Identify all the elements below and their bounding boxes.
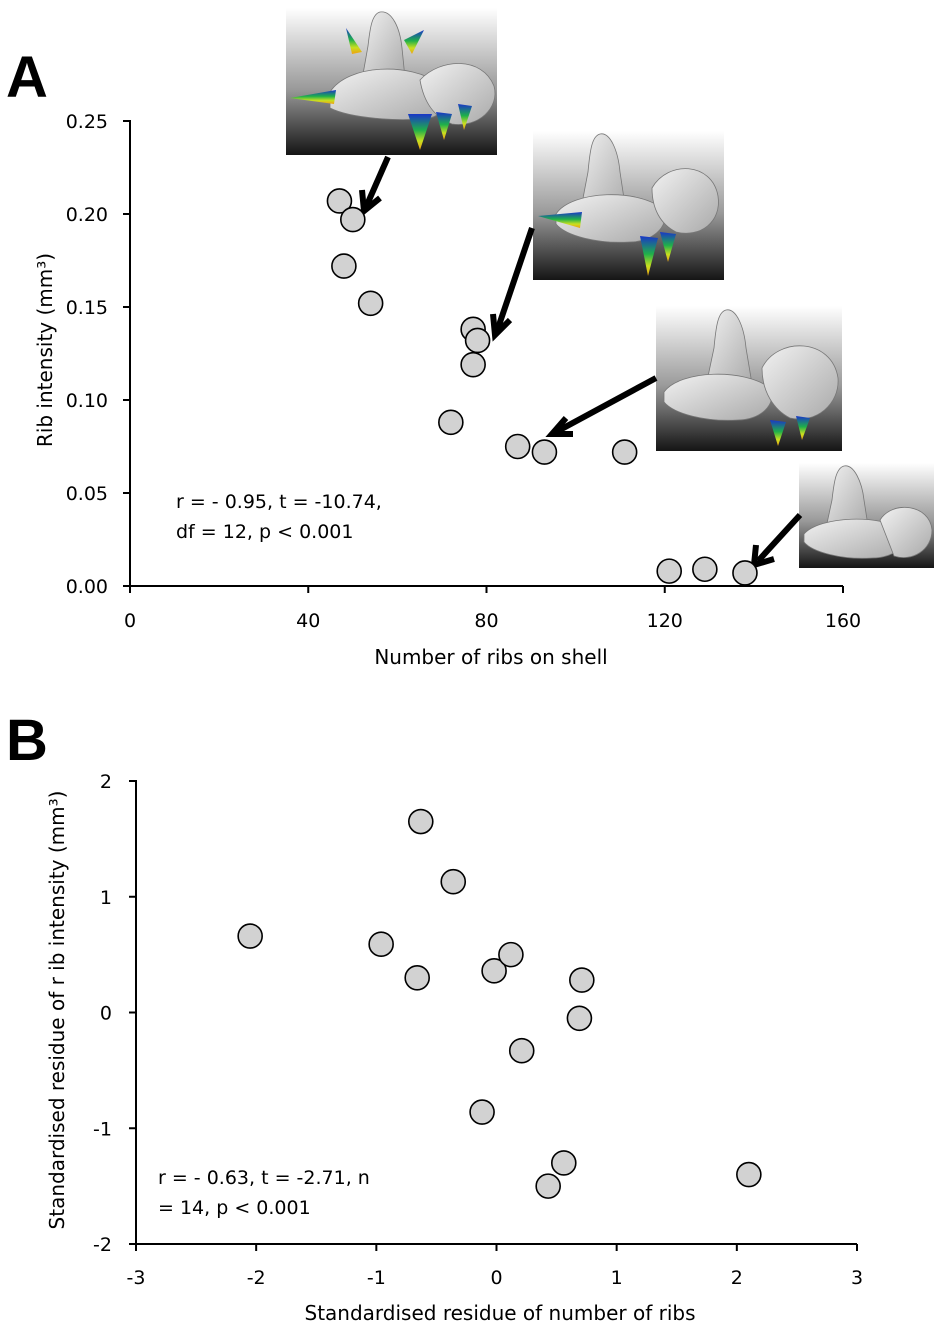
panel-a-data-point — [504, 433, 531, 460]
panel-a-data-point — [531, 439, 558, 465]
panel-b-x-tick-label: 3 — [851, 1267, 863, 1289]
panel-a-x-tick-label: 120 — [647, 610, 683, 632]
panel-b-data-point — [404, 964, 430, 991]
panel-b-y-tick-label: -1 — [93, 1118, 112, 1140]
shell-model-mid-intensity — [533, 131, 724, 280]
panel-b-data-point — [368, 931, 394, 958]
panel-a-data-point — [340, 206, 366, 233]
panel-b-data-point — [736, 1161, 762, 1188]
panel-a-data-point — [692, 556, 718, 583]
panel-b-x-axis-title: Standardised residue of number of ribs — [305, 1301, 696, 1325]
shell-model-minimal-intensity — [799, 463, 934, 568]
panel-a-x-tick-label: 0 — [124, 610, 136, 632]
panel-a-data-point — [326, 188, 353, 214]
panel-b-x-tick-label: 0 — [490, 1267, 502, 1289]
panel-a: 0 40 80 120 160 0.00 0.05 0.10 0.15 0.20 0.25 Num… — [33, 8, 934, 669]
panel-a-data-point — [611, 439, 638, 465]
panel-b-data-point — [481, 958, 507, 984]
panel-a-data-point — [331, 253, 357, 279]
panel-a-data-point — [460, 351, 486, 378]
panel-a-y-tick-label: 0.25 — [66, 111, 108, 133]
panel-b-data-point — [535, 1173, 561, 1199]
panel-b-y-tick-label: 2 — [100, 771, 112, 793]
panel-b-data-point — [407, 808, 434, 835]
shell-model-low-intensity — [656, 306, 842, 451]
panel-a-data-point — [656, 558, 683, 584]
panel-b: -3 -2 -1 0 1 2 3 -2 -1 0 1 2 Standardised residue … — [45, 771, 863, 1325]
panel-a-stats-line-2: df = 12, p < 0.001 — [176, 521, 353, 543]
panel-b-y-axis-title: Standardised residue of r ib intensity (… — [45, 791, 69, 1230]
panel-letter-b: B — [6, 708, 48, 773]
panel-a-data-point — [357, 290, 384, 317]
panel-a-y-tick-label: 0.15 — [66, 297, 108, 319]
panel-a-x-tick-label: 80 — [474, 610, 498, 632]
panel-b-data-point — [498, 941, 524, 968]
shell-model-high-intensity — [286, 8, 497, 155]
panel-b-y-tick-label: -2 — [93, 1234, 112, 1256]
panel-a-x-tick-label: 160 — [825, 610, 861, 632]
panel-b-stats-line-1: r = - 0.63, t = -2.71, n — [158, 1167, 370, 1189]
panel-b-x-tick-label: 2 — [731, 1267, 743, 1289]
panel-b-data-point — [508, 1037, 535, 1064]
panel-b-data-point — [569, 967, 595, 993]
panel-b-data-point — [237, 923, 263, 949]
panel-b-data-point — [566, 1005, 593, 1032]
panel-letter-a: A — [6, 45, 48, 110]
panel-a-data-point — [732, 560, 758, 586]
panel-a-y-tick-label: 0.20 — [66, 204, 108, 226]
panel-b-x-tick-label: -2 — [247, 1267, 266, 1289]
panel-b-x-tick-label: -3 — [127, 1267, 146, 1289]
panel-b-data-point — [469, 1099, 495, 1125]
panel-a-x-axis-title: Number of ribs on shell — [374, 645, 607, 669]
panel-a-y-tick-label: 0.05 — [66, 483, 108, 505]
panel-b-x-tick-label: 1 — [611, 1267, 623, 1289]
panel-a-data-point — [464, 327, 491, 354]
panel-b-y-tick-label: 1 — [100, 887, 112, 909]
panel-a-y-tick-label: 0.00 — [66, 576, 108, 598]
panel-a-stats-line-1: r = - 0.95, t = -10.74, — [176, 491, 382, 513]
panel-b-data-point — [440, 868, 467, 895]
panel-a-x-tick-label: 40 — [296, 610, 320, 632]
panel-b-y-tick-label: 0 — [100, 1003, 112, 1025]
panel-b-stats-line-2: = 14, p < 0.001 — [158, 1197, 311, 1219]
panel-a-y-axis-title: Rib intensity (mm³) — [33, 253, 57, 447]
panel-a-y-tick-label: 0.10 — [66, 390, 108, 412]
panel-a-data-point — [438, 409, 464, 436]
panel-b-x-tick-label: -1 — [367, 1267, 386, 1289]
panel-b-data-point — [550, 1150, 577, 1176]
